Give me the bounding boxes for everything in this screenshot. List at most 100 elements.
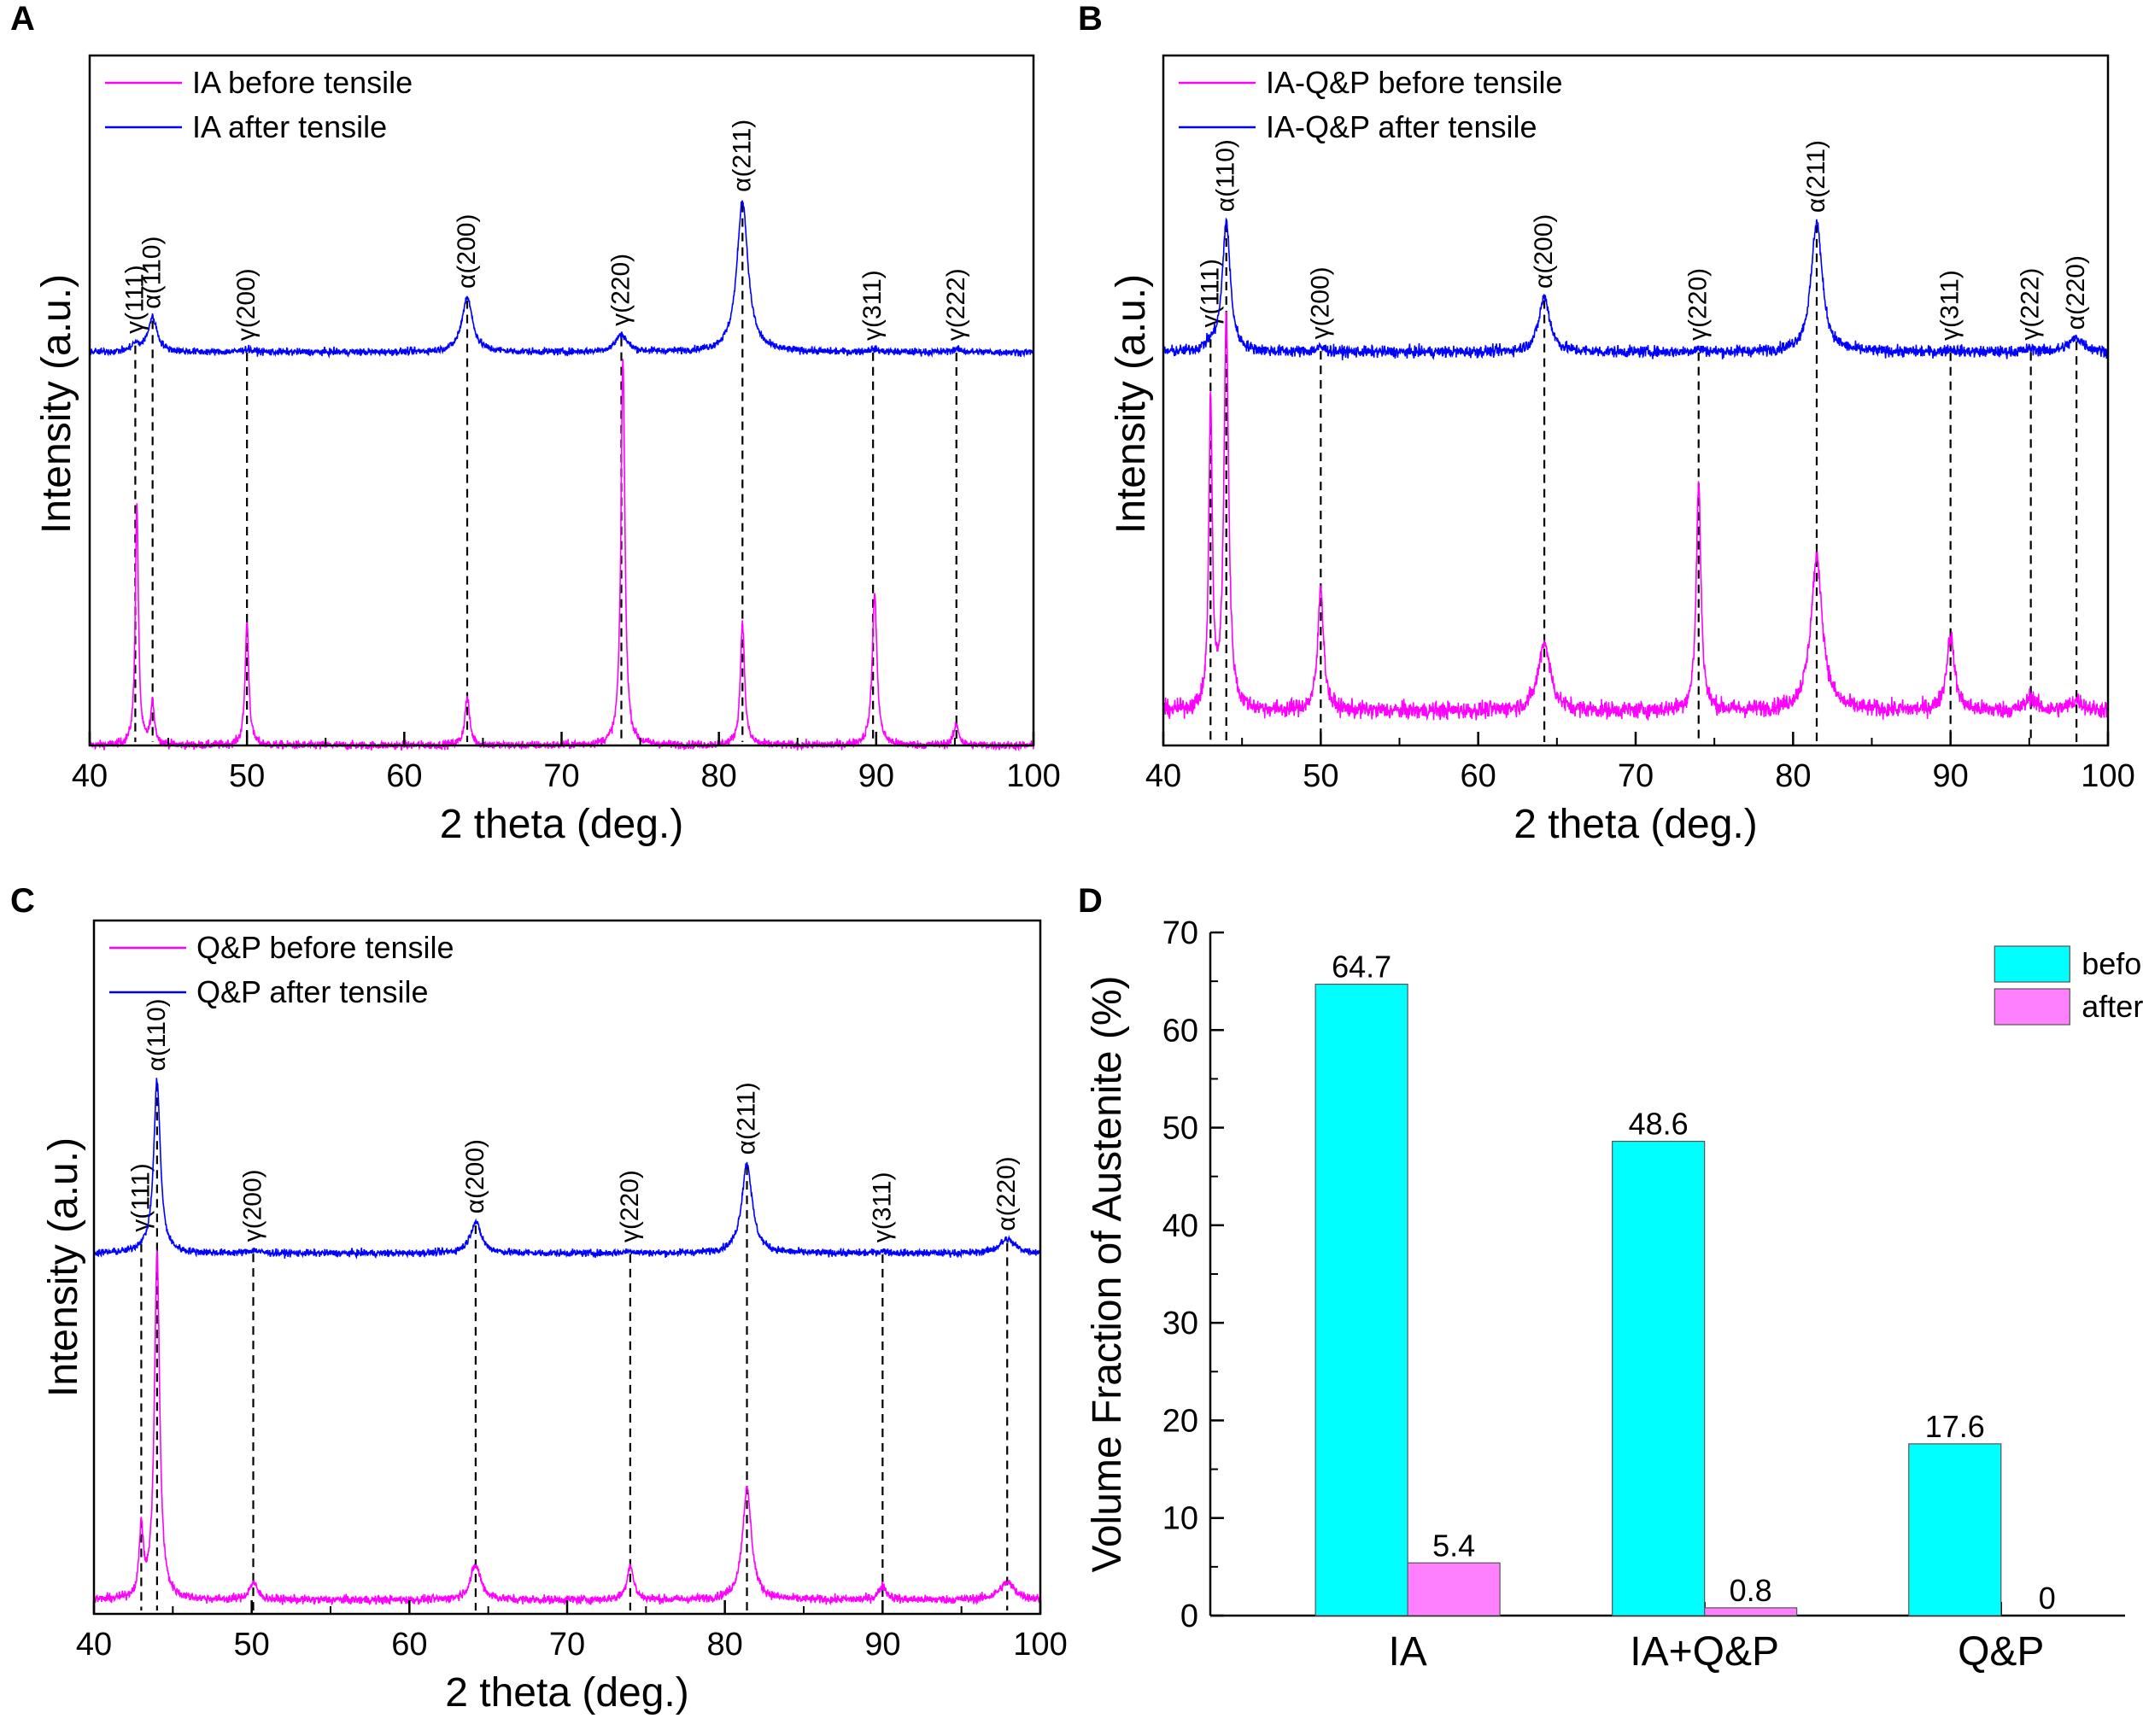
x-tick-label: 90 — [864, 1627, 900, 1663]
peak-label: γ(311) — [1936, 270, 1964, 341]
legend-label: Q&P after tensile — [196, 974, 428, 1009]
x-tick-label: 70 — [543, 758, 579, 794]
peak-label: γ(220) — [606, 254, 635, 326]
peak-label: γ(311) — [858, 270, 887, 341]
bar-after — [1407, 1562, 1501, 1616]
bar-value-label: 48.6 — [1629, 1107, 1689, 1142]
y-axis-label: Volume Fraction of Austenite (%) — [1085, 976, 1130, 1573]
legend-label: IA-Q&P before tensile — [1266, 65, 1563, 100]
y-tick-label: 60 — [1162, 1013, 1198, 1049]
bar-value-label: 5.4 — [1432, 1528, 1475, 1563]
x-tick-label: 100 — [1006, 758, 1060, 794]
x-tick-label: 40 — [76, 1627, 112, 1663]
x-tick-label: 70 — [549, 1627, 585, 1663]
category-label: Q&P — [1958, 1629, 2044, 1675]
y-tick-label: 40 — [1162, 1208, 1198, 1244]
axes-frame — [1162, 54, 2110, 747]
x-tick-label: 60 — [391, 1627, 427, 1663]
x-tick-label: 40 — [1145, 758, 1181, 794]
y-tick-label: 70 — [1162, 915, 1198, 951]
legend-label: before tensile — [2082, 946, 2143, 981]
legend-swatch — [1994, 945, 2070, 983]
peak-label: α(110) — [1212, 139, 1240, 212]
peak-label: α(110) — [138, 237, 167, 309]
y-axis-label: Intensity (a.u.) — [34, 274, 79, 534]
x-tick-label: 40 — [72, 758, 108, 794]
legend-label: after tensile — [2082, 989, 2143, 1024]
axes-frame — [92, 919, 1042, 1616]
category-label: IA — [1388, 1629, 1426, 1675]
bar-value-label: 64.7 — [1332, 950, 1391, 985]
series-line-before — [93, 1248, 1041, 1606]
panel-label-b: B — [1078, 0, 1103, 38]
panel-label-d: D — [1078, 882, 1103, 920]
y-tick-label: 0 — [1180, 1599, 1198, 1634]
peak-label: γ(200) — [239, 1169, 267, 1242]
bar-before — [1612, 1140, 1706, 1616]
x-axis-label: 2 theta (deg.) — [1514, 802, 1758, 847]
peak-label: α(211) — [728, 120, 756, 192]
y-tick-label: 30 — [1162, 1306, 1198, 1341]
peak-label: α(110) — [143, 998, 171, 1071]
panel-b: Bγ(111) α(110) γ(200) α(200) γ(220) α(211) γ(3… — [1078, 0, 2135, 847]
legend-label: IA before tensile — [192, 65, 413, 100]
peak-label: γ(222) — [942, 268, 970, 341]
x-tick-label: 90 — [858, 758, 894, 794]
peak-label: α(211) — [1802, 140, 1830, 213]
x-axis-label: 2 theta (deg.) — [445, 1670, 689, 1716]
axes-frame — [88, 54, 1035, 747]
bar-value-label: 0.8 — [1730, 1573, 1772, 1608]
series-line-before — [89, 359, 1034, 752]
category-label: IA+Q&P — [1630, 1629, 1779, 1675]
x-tick-label: 80 — [707, 1627, 743, 1663]
y-tick-label: 10 — [1162, 1501, 1198, 1537]
peak-label: α(200) — [1530, 214, 1558, 289]
bar-before — [1908, 1443, 2002, 1616]
peak-label: γ(311) — [868, 1172, 896, 1242]
legend-label: IA-Q&P after tensile — [1266, 109, 1537, 144]
peak-label: γ(200) — [232, 268, 261, 341]
panel-c: Cγ(111) α(110) γ(200) α(200) γ(220) α(211) γ(3… — [10, 882, 1068, 1716]
x-tick-label: 80 — [1775, 758, 1811, 794]
panel-a: Aγ(111)α(110) γ(200) α(200) γ(220) α(211) γ(3… — [10, 0, 1061, 847]
peak-label: γ(220) — [1684, 268, 1713, 341]
x-tick-label: 90 — [1933, 758, 1969, 794]
peak-label: γ(220) — [616, 1170, 644, 1242]
peak-label: α(200) — [461, 1139, 489, 1213]
y-tick-label: 20 — [1162, 1403, 1198, 1439]
bar-value-label: 0 — [2039, 1581, 2056, 1616]
x-tick-label: 60 — [386, 758, 422, 794]
peak-label: α(220) — [992, 1156, 1021, 1230]
peak-label: α(200) — [453, 214, 481, 289]
bar-value-label: 17.6 — [1925, 1409, 1985, 1444]
peak-label: γ(222) — [2017, 268, 2045, 341]
peak-label: γ(111) — [120, 265, 149, 334]
y-axis-label: Intensity (a.u.) — [1109, 274, 1154, 534]
x-tick-label: 50 — [234, 1627, 270, 1663]
peak-label: α(220) — [2062, 255, 2090, 330]
legend-swatch — [1994, 988, 2070, 1026]
peak-label: γ(111) — [126, 1163, 155, 1232]
x-tick-label: 60 — [1461, 758, 1496, 794]
x-tick-label: 70 — [1618, 758, 1654, 794]
x-tick-label: 80 — [701, 758, 737, 794]
panel-d: D 0 10 20 30 40 50 60 70 Volume Fraction of Auste… — [1078, 882, 2143, 1675]
peak-label: γ(200) — [1306, 266, 1334, 339]
series-line-after — [89, 200, 1034, 359]
x-tick-label: 50 — [229, 758, 265, 794]
series-line-after — [1162, 217, 2109, 360]
x-axis-label: 2 theta (deg.) — [440, 802, 684, 847]
y-axis-label: Intensity (a.u.) — [41, 1137, 86, 1397]
series-line-before — [1162, 311, 2109, 722]
series-line-after — [93, 1078, 1041, 1260]
peak-label: γ(111) — [1196, 259, 1224, 328]
x-tick-label: 100 — [2081, 758, 2134, 794]
bar-before — [1314, 983, 1408, 1616]
y-tick-label: 50 — [1162, 1111, 1198, 1147]
peak-label: α(211) — [733, 1082, 761, 1154]
legend-label: IA after tensile — [192, 109, 387, 144]
bar-after — [1704, 1607, 1798, 1616]
x-tick-label: 50 — [1303, 758, 1338, 794]
legend-label: Q&P before tensile — [196, 930, 454, 965]
